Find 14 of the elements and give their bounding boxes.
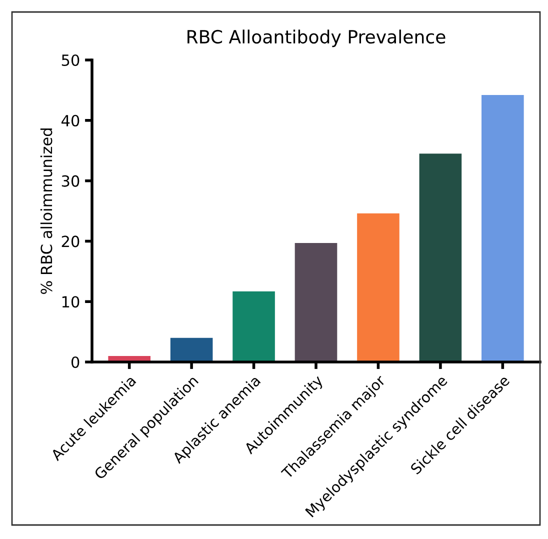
y-tick-label: 0 [71, 356, 80, 368]
y-tick-label: 50 [62, 54, 80, 66]
bar [482, 95, 524, 362]
y-tick-label: 40 [62, 114, 80, 126]
y-axis-title: % RBC alloimmunized [40, 128, 52, 294]
bar [357, 213, 400, 362]
bar [232, 291, 275, 362]
bar [294, 243, 338, 362]
y-tick-label: 10 [62, 296, 80, 308]
bar [170, 338, 213, 362]
y-tick-label: 30 [62, 175, 80, 187]
y-tick-label: 20 [62, 236, 80, 248]
bar [419, 154, 462, 362]
chart-title: RBC Alloantibody Prevalence [188, 30, 446, 48]
